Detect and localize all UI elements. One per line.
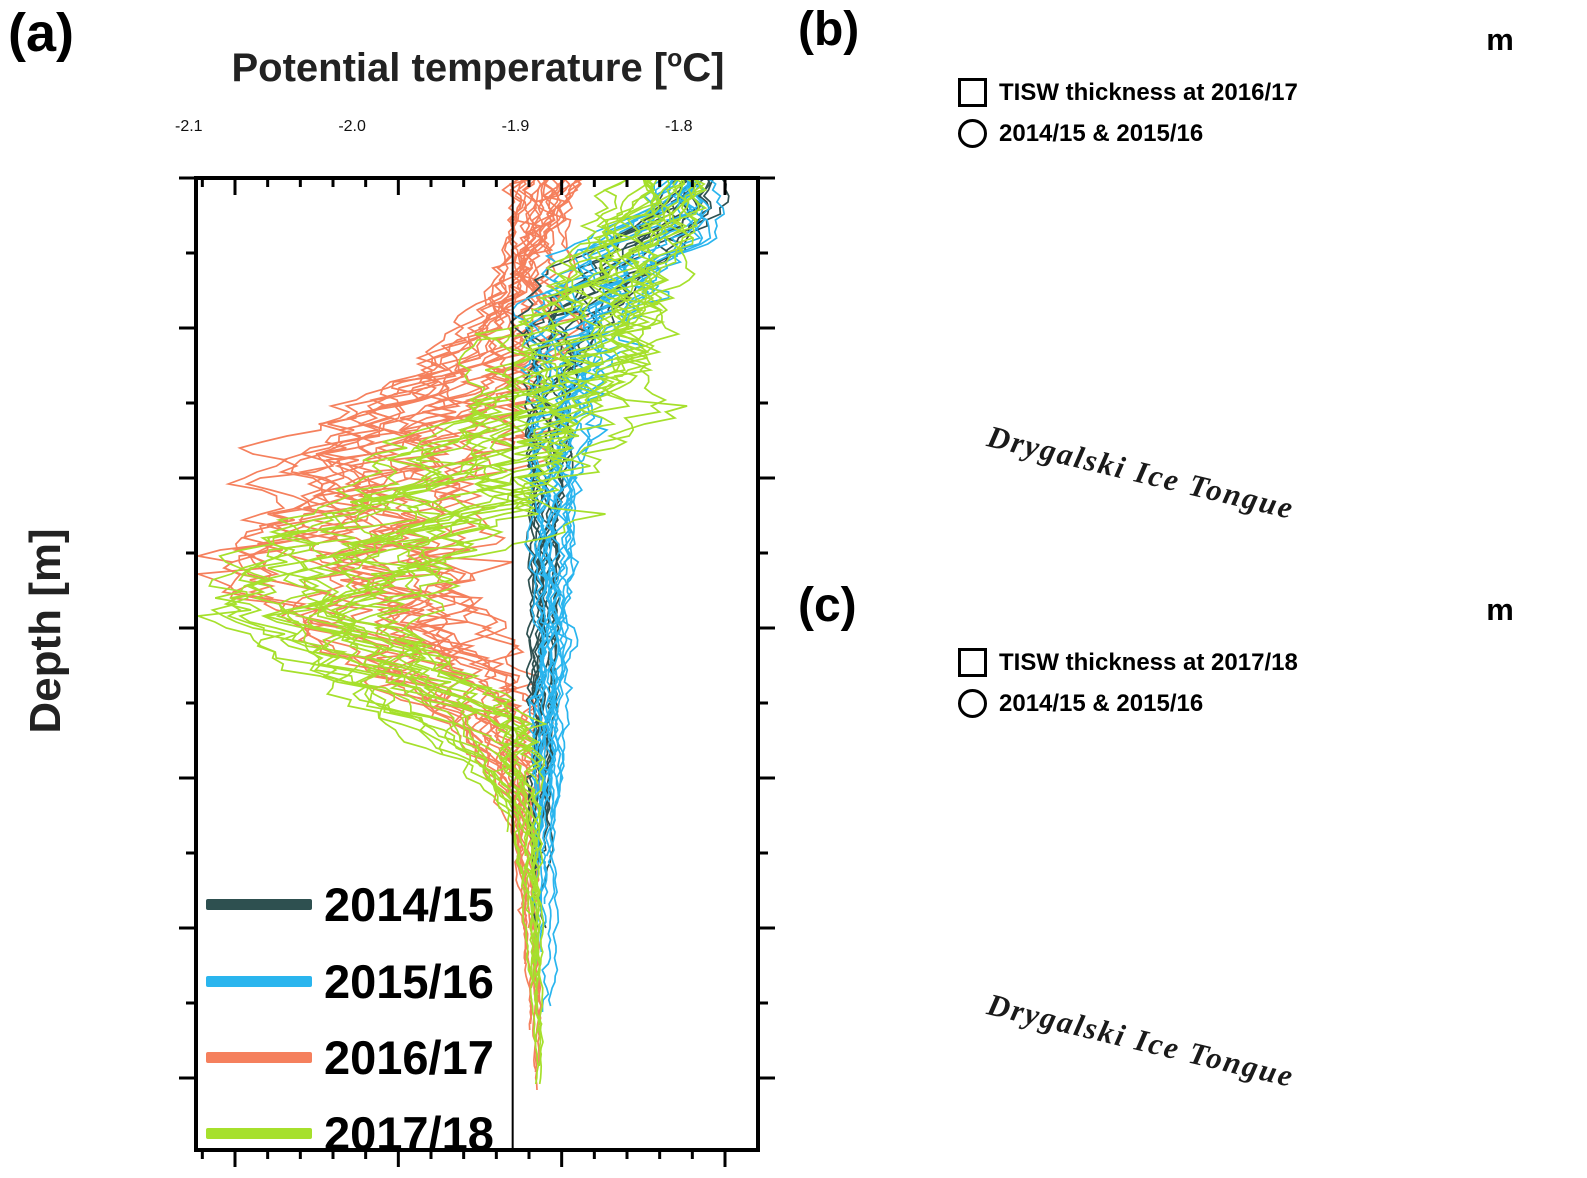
- plot-box: [194, 176, 760, 1152]
- temperature-axis-title: Potential temperature [oC]: [231, 45, 725, 90]
- legend-row-2015-16: 2015/16: [206, 953, 494, 1009]
- profile-2017/18: [237, 180, 654, 707]
- legend-swatch-2015-16: [206, 975, 312, 987]
- axis-ticks: [179, 176, 775, 1167]
- map-c-legend-square-label: TISW thickness at 2017/18: [999, 648, 1298, 676]
- x-tick-label-a: -2.1: [175, 118, 203, 135]
- profile-2017/18: [275, 180, 652, 1085]
- profile-2017/18: [287, 180, 659, 977]
- depth-axis-label: Depth [m]: [21, 528, 70, 734]
- profile-2017/18: [402, 180, 708, 803]
- legend-swatch-2014-15: [206, 898, 312, 910]
- x-tick-label-a: -1.9: [501, 118, 530, 135]
- legend-label-2014-15: 2014/15: [324, 877, 494, 931]
- profile-2017/18: [210, 180, 628, 833]
- profile-2017/18: [327, 180, 703, 1067]
- legend-label-2015-16: 2015/16: [324, 954, 494, 1008]
- profile-2015/16: [523, 180, 674, 821]
- panel-a-label: (a): [8, 3, 74, 63]
- profile-2017/18: [341, 180, 700, 803]
- map-b-legend-circle-row: 2014/15 & 2015/16: [958, 113, 1388, 154]
- map-b-legend: TISW thickness at 2016/17 2014/15 & 2015…: [958, 72, 1388, 154]
- profile-2015/16: [519, 180, 673, 863]
- profiles-group: [198, 180, 730, 1091]
- map-c-legend-circle-label: 2014/15 & 2015/16: [999, 689, 1204, 717]
- map-c-legend-circle-row: 2014/15 & 2015/16: [958, 683, 1388, 724]
- profile-2015/16: [551, 180, 704, 797]
- x-tick-label-a: -2.0: [338, 118, 366, 135]
- map-b-legend-circle-label: 2014/15 & 2015/16: [999, 119, 1204, 147]
- map-c-legend: TISW thickness at 2017/18 2014/15 & 2015…: [958, 642, 1388, 724]
- panel-b-label: (b): [798, 3, 860, 56]
- profile-2016/17: [229, 180, 535, 749]
- map-b-legend-square-label: TISW thickness at 2016/17: [999, 78, 1298, 106]
- map-c-legend-square-row: TISW thickness at 2017/18: [958, 642, 1388, 683]
- colorbar-c-title: m: [1486, 592, 1514, 627]
- profile-2015/16: [541, 180, 706, 1012]
- legend-row-2017-18: 2017/18: [206, 1105, 494, 1161]
- x-tick-label-a: -1.8: [665, 118, 693, 135]
- circle-marker-icon: [958, 119, 987, 148]
- legend-label-2016-17: 2016/17: [324, 1030, 494, 1084]
- colorbar-b-title: m: [1486, 22, 1514, 57]
- panel-c-label: (c): [798, 579, 857, 632]
- map-b-legend-square-row: TISW thickness at 2016/17: [958, 72, 1388, 113]
- profile-2017/18: [330, 180, 684, 1043]
- legend-swatch-2016-17: [206, 1051, 312, 1063]
- profile-2015/16: [526, 180, 671, 953]
- profile-2016/17: [274, 180, 528, 821]
- legend-row-2016-17: 2016/17: [206, 1029, 494, 1085]
- legend-row-2014-15: 2014/15: [206, 876, 494, 932]
- square-marker-icon: [958, 648, 987, 677]
- legend-label-2017-18: 2017/18: [324, 1106, 494, 1160]
- circle-marker-icon: [958, 689, 987, 718]
- profile-2017/18: [322, 180, 694, 1085]
- profile-2016/17: [299, 180, 549, 773]
- square-marker-icon: [958, 78, 987, 107]
- legend-swatch-2017-18: [206, 1127, 312, 1139]
